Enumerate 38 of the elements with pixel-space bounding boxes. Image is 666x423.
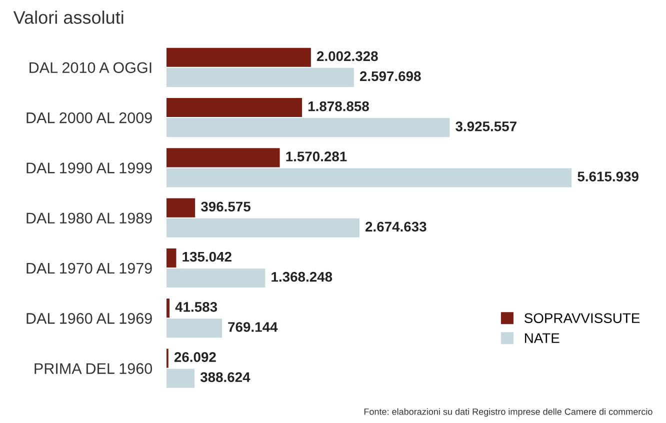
data-label: 26.092	[174, 352, 216, 362]
data-label: 41.583	[175, 302, 218, 312]
bar	[166, 218, 360, 238]
bar	[166, 318, 222, 338]
bar	[166, 168, 572, 188]
y-tick-label: DAL 1960 AL 1969	[26, 313, 152, 324]
y-tick-label: DAL 1970 AL 1979	[26, 262, 152, 274]
data-label: 1.570.281	[286, 152, 347, 162]
y-tick-label: DAL 1990 AL 1999	[26, 162, 152, 174]
y-tick-label: PRIMA DEL 1960	[34, 363, 152, 374]
data-label: 5.615.939	[578, 172, 638, 182]
data-label: 1.368.248	[272, 272, 332, 282]
bar	[166, 268, 266, 288]
bar	[166, 148, 280, 168]
bar	[166, 98, 302, 118]
data-label: 2.674.633	[365, 222, 426, 232]
bar	[166, 298, 170, 318]
data-label: 396.575	[200, 202, 250, 212]
chart-title: Valori assoluti	[13, 10, 124, 24]
data-label: 769.144	[228, 322, 278, 332]
data-label: 2.002.328	[316, 51, 378, 62]
bar	[166, 198, 196, 218]
y-tick-label: DAL 2000 AL 2009	[26, 112, 152, 124]
bar	[166, 118, 450, 138]
bar	[166, 48, 311, 67]
bar	[166, 368, 195, 388]
y-tick-label: DAL 2010 A OGGI	[30, 62, 152, 74]
data-label: 1.878.858	[308, 101, 369, 112]
data-label: 2.597.698	[360, 71, 421, 82]
source-note: Fonte: elaborazioni su dati Registro imprese delle Camere di commercio	[364, 408, 652, 417]
legend-label: NATE	[525, 333, 560, 343]
bar	[166, 68, 354, 87]
bar	[166, 248, 176, 268]
data-label: 388.624	[200, 372, 250, 382]
data-label: 3.925.557	[456, 121, 516, 132]
legend-label: SOPRAVVISSUTE	[524, 313, 640, 324]
y-tick-label: DAL 1980 AL 1989	[26, 212, 152, 224]
data-label: 135.042	[182, 252, 232, 262]
